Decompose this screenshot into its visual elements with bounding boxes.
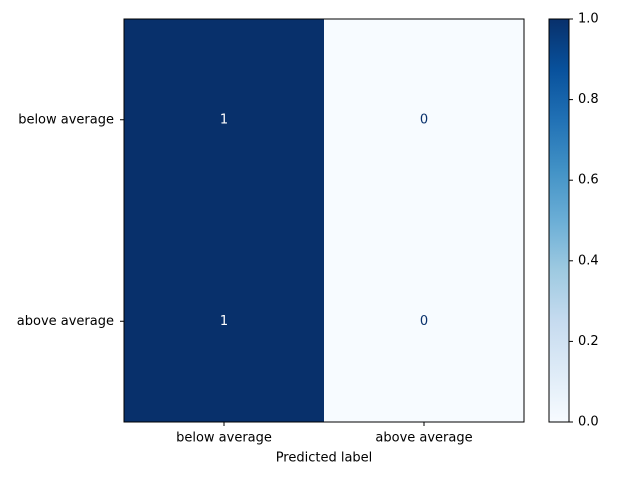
colorbar-tick-label-3: 0.6 — [578, 173, 599, 188]
plot-frame — [123, 18, 525, 423]
x-tick-label-1: above average — [375, 431, 472, 446]
colorbar-tick-label-0: 0.0 — [578, 415, 599, 430]
heatmap-cell-r0-c0 — [124, 19, 324, 221]
colorbar — [548, 18, 570, 423]
heatmap-cell-r1-c0 — [124, 220, 324, 422]
cell-value-label-r0-c1: 0 — [420, 112, 428, 127]
x-axis-label: Predicted label — [276, 451, 373, 466]
cell-value-label-r1-c0: 1 — [220, 314, 228, 329]
colorbar-tick-label-5: 1.0 — [578, 12, 599, 27]
y-tick-label-1: above average — [17, 314, 114, 329]
cell-value-label-r1-c1: 0 — [420, 314, 428, 329]
cell-value-label-r0-c0: 1 — [220, 112, 228, 127]
x-tick-label-0: below average — [176, 431, 272, 446]
colorbar-tick-label-4: 0.8 — [578, 92, 599, 107]
colorbar-tick-label-1: 0.2 — [578, 334, 599, 349]
heatmap-cell-r0-c1 — [324, 19, 524, 221]
colorbar-tick-label-2: 0.4 — [578, 253, 599, 268]
heatmap-cell-r1-c1 — [324, 220, 524, 422]
y-tick-label-0: below average — [18, 112, 114, 127]
